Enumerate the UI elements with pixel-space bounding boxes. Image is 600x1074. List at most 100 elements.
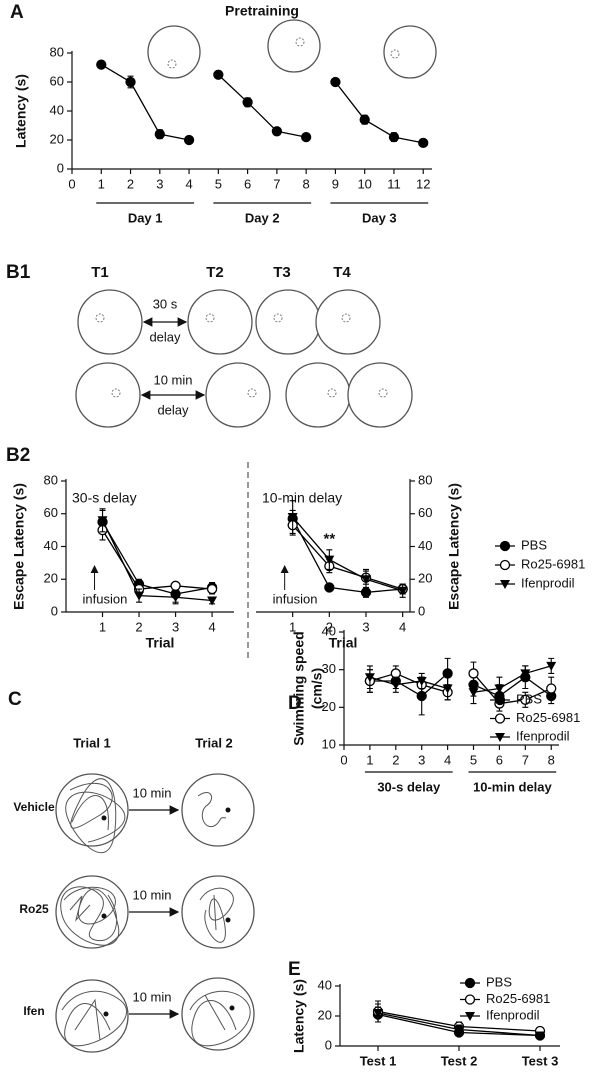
legend-label: Ro25-6981 [516,710,580,725]
x-tick-label: 9 [332,176,339,191]
trial-label: T2 [206,264,224,281]
x-tick-label: 7 [522,752,529,767]
x-tick-label: 2 [326,619,333,634]
row-label: Ro25 [19,902,49,916]
y-axis-label: Swimming speed [291,631,307,745]
marker [324,582,335,593]
x-tick-label: 2 [135,619,142,634]
y-tick-label: 0 [325,1037,332,1052]
y-tick-label: 0 [418,603,425,618]
legend-label: PBS [486,974,512,989]
trial-label: T4 [333,264,351,281]
series-line [292,524,403,590]
y-axis-label: Latency (s) [291,979,307,1053]
annotation: infusion [83,591,128,606]
series-line [292,518,403,594]
series-line [292,516,403,592]
marker [206,583,218,595]
series-line [369,672,552,705]
x-tick-label: 6 [244,176,251,191]
y-tick-label: 40 [44,538,58,553]
x-tick-label: 6 [496,752,503,767]
series-line [101,529,213,590]
y-tick-label: 20 [418,571,432,586]
marker [373,1009,383,1018]
legend-marker [495,733,505,742]
column-label: Trial 1 [73,735,111,750]
series-line [334,81,424,144]
x-tick-label: Test 2 [441,1053,478,1068]
x-tick-label: 3 [172,619,179,634]
legend-label: PBS [516,691,542,706]
y-tick-label: 40 [50,102,64,117]
subtitle: 30-s delay [72,490,137,506]
y-tick-label: 0 [57,160,64,175]
y-tick-label: 40 [418,538,432,553]
y-tick-label: 80 [418,472,432,487]
x-tick-label: 4 [444,752,451,767]
marker [287,513,298,523]
marker [300,131,312,143]
row-label: Ifen [23,1004,44,1018]
x-tick-label: 10 [357,176,371,191]
marker [468,668,479,679]
marker [418,137,429,149]
delay-time: 30 s [153,296,178,311]
significance: ** [323,531,335,548]
series-line [100,64,190,141]
x-tick-label: 0 [68,176,75,191]
marker [361,575,371,585]
legend-marker [464,977,476,989]
y-tick-label: 0 [51,603,58,618]
group-label: 10-min delay [473,779,553,794]
marker [324,555,335,565]
panel-label: D [288,693,302,714]
marker [359,114,370,125]
legend-marker [500,580,510,589]
y-axis-label: Escape Latency (s) [11,483,27,610]
marker [213,69,224,80]
legend-label: Ifenprodil [486,1007,540,1022]
interval-label: 10 min [132,785,171,800]
y-tick-label: 60 [50,73,64,88]
x-tick-label: 5 [215,176,222,191]
series-line [101,521,213,595]
legend-marker [464,994,476,1005]
marker [183,134,195,146]
y-axis-label: (cm/s) [309,668,325,709]
marker [546,683,557,694]
group-label: 30-s delay [377,779,441,794]
marker [520,669,531,679]
trial-label: T1 [91,264,109,281]
group-label: Day 2 [245,210,280,225]
legend-marker [494,713,506,724]
delay-label: delay [149,329,181,344]
pool-icons [147,19,437,79]
delay-time: 10 min [153,372,192,387]
x-tick-label: 1 [366,752,373,767]
x-tick-label: 1 [99,619,106,634]
marker [207,596,218,606]
legend-label: Ro25-6981 [521,556,585,571]
legend-marker [499,559,511,571]
marker [134,591,145,601]
x-tick-label: 2 [392,752,399,767]
panel-label: E [288,959,301,980]
group-label: Day 1 [128,210,163,225]
panel-label: A [10,2,24,23]
marker [330,76,341,88]
legend-marker [494,694,506,706]
marker [442,668,453,679]
marker [170,580,181,591]
y-tick-label: 20 [44,571,58,586]
x-tick-label: 1 [98,176,105,191]
legend-marker [499,540,511,552]
marker [170,593,181,603]
panel-label: B2 [6,445,30,466]
marker [535,1031,545,1041]
interval-label: 10 min [132,989,171,1004]
x-tick-label: 3 [362,619,369,634]
x-axis-label: Trial [329,635,358,651]
panel-label: B1 [6,262,31,283]
column-label: Trial 2 [195,735,233,750]
